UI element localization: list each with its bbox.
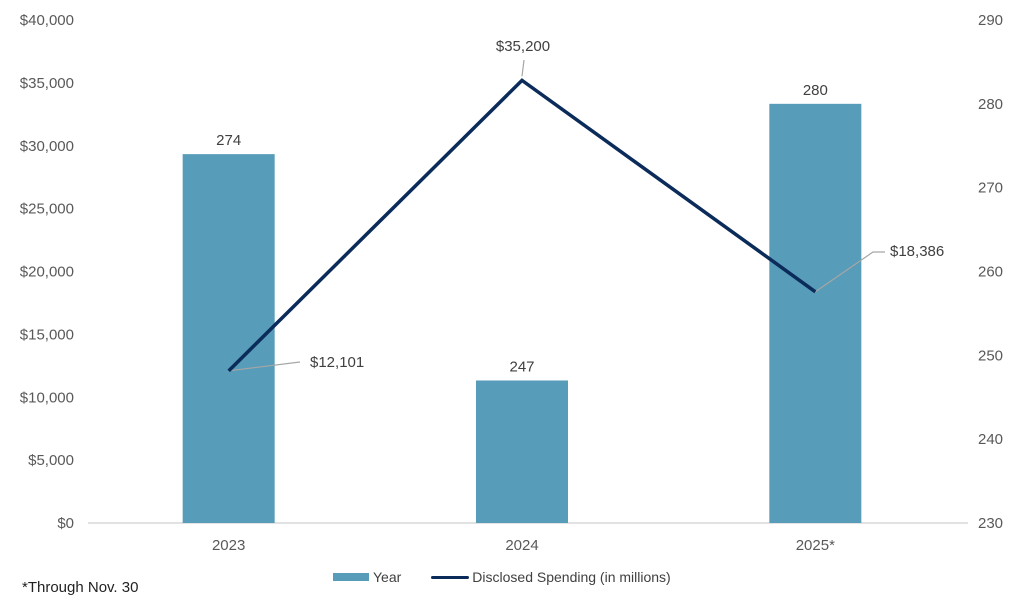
legend-label-year: Year [373, 569, 402, 585]
left-tick-label: $5,000 [28, 452, 74, 469]
category-label: 2024 [505, 537, 538, 554]
leader-line [814, 251, 885, 293]
line-data-labels: $12,101 $35,200 $18,386 [310, 38, 944, 371]
line-data-label: $35,200 [496, 38, 550, 55]
bar-series-year: 274 247 280 [182, 82, 862, 523]
right-tick-label: 290 [978, 12, 1003, 29]
right-y-axis: 230 240 250 260 270 280 290 [978, 12, 1003, 532]
bar-swatch-icon [333, 573, 369, 581]
left-tick-label: $35,000 [20, 75, 74, 92]
bar [476, 380, 568, 523]
line-series-disclosed-spending [227, 78, 817, 373]
leader-line [521, 59, 525, 77]
right-tick-label: 230 [978, 515, 1003, 532]
left-tick-label: $10,000 [20, 389, 74, 406]
bar [769, 103, 862, 523]
line-data-label: $12,101 [310, 354, 364, 371]
leader-line [228, 361, 301, 372]
right-tick-label: 250 [978, 347, 1003, 364]
legend: Year Disclosed Spending (in millions) [333, 569, 701, 585]
left-tick-label: $0 [57, 515, 74, 532]
footnote: *Through Nov. 30 [22, 579, 139, 596]
line-swatch-icon [431, 575, 470, 579]
legend-item-spending: Disclosed Spending (in millions) [431, 569, 671, 585]
bar-data-label: 280 [803, 82, 828, 99]
bar-data-label: 274 [216, 132, 241, 149]
data-label-leaders [228, 59, 885, 372]
right-tick-label: 280 [978, 96, 1003, 113]
right-tick-label: 270 [978, 180, 1003, 197]
legend-label-spending: Disclosed Spending (in millions) [472, 569, 671, 585]
left-tick-label: $20,000 [20, 264, 74, 281]
line-data-label: $18,386 [890, 243, 944, 260]
legend-item-year: Year [333, 569, 401, 585]
left-tick-label: $40,000 [20, 12, 74, 29]
left-tick-label: $15,000 [20, 326, 74, 343]
category-label: 2023 [212, 537, 245, 554]
right-tick-label: 260 [978, 264, 1003, 281]
bar-data-label: 247 [509, 358, 534, 375]
x-axis-labels: 2023 2024 2025* [212, 537, 835, 554]
left-tick-label: $30,000 [20, 138, 74, 155]
category-label: 2025* [796, 537, 835, 554]
right-tick-label: 240 [978, 431, 1003, 448]
left-y-axis: $0 $5,000 $10,000 $15,000 $20,000 $25,000 $30,… [20, 12, 74, 532]
left-tick-label: $25,000 [20, 201, 74, 218]
